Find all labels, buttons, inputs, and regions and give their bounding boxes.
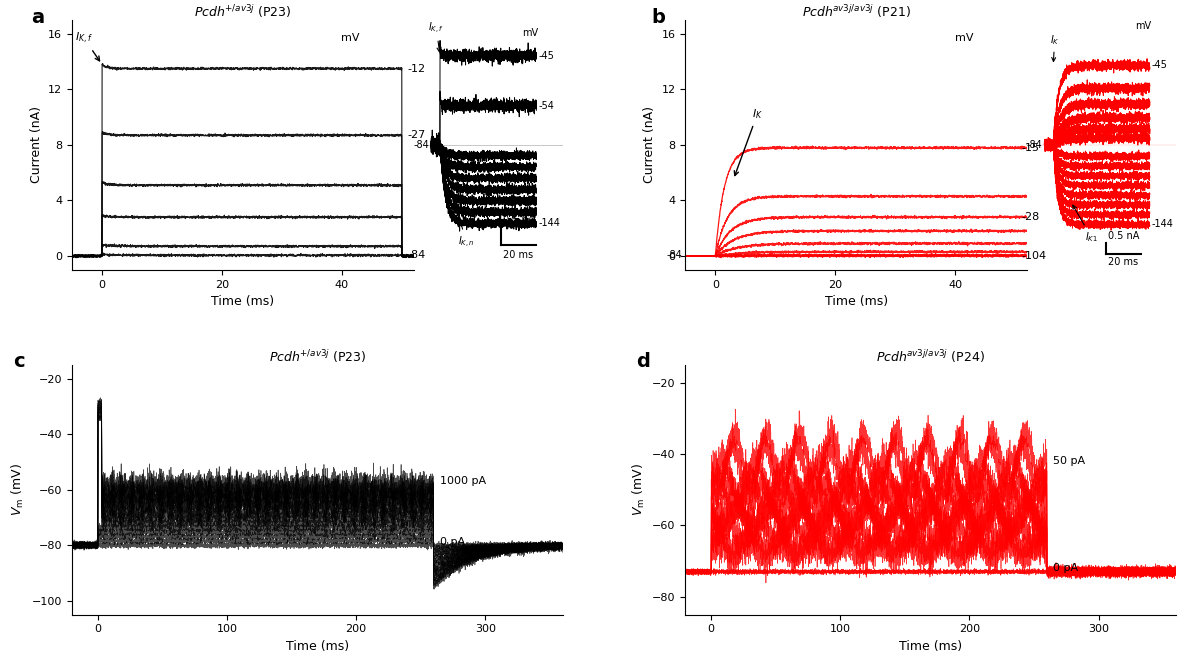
Text: 20 ms: 20 ms bbox=[1108, 257, 1138, 267]
X-axis label: Time (ms): Time (ms) bbox=[286, 640, 349, 653]
Text: -104: -104 bbox=[1021, 250, 1046, 261]
X-axis label: Time (ms): Time (ms) bbox=[899, 640, 962, 653]
Text: 20 ms: 20 ms bbox=[503, 250, 533, 261]
X-axis label: Time (ms): Time (ms) bbox=[824, 295, 888, 308]
Text: mV: mV bbox=[342, 33, 360, 43]
Text: c: c bbox=[13, 352, 25, 371]
Text: $I_{K,n}$: $I_{K,n}$ bbox=[455, 202, 474, 250]
Text: -12: -12 bbox=[408, 63, 426, 73]
Text: -84: -84 bbox=[408, 250, 426, 261]
Text: 0.5 nA: 0.5 nA bbox=[503, 215, 534, 225]
Text: b: b bbox=[652, 7, 665, 27]
Text: $I_K$: $I_K$ bbox=[1050, 33, 1060, 61]
Text: -84: -84 bbox=[666, 250, 683, 261]
Text: 0 pA: 0 pA bbox=[1054, 563, 1079, 573]
Text: 0.5 nA: 0.5 nA bbox=[1108, 231, 1139, 241]
Text: $I_K$: $I_K$ bbox=[734, 107, 763, 176]
Y-axis label: $V_\mathrm{m}$ (mV): $V_\mathrm{m}$ (mV) bbox=[630, 463, 647, 516]
Title: $\it{Pcdh}$$^{\it{+/av3j}}$ (P23): $\it{Pcdh}$$^{\it{+/av3j}}$ (P23) bbox=[194, 3, 292, 20]
Text: -144: -144 bbox=[538, 218, 560, 228]
Text: -144: -144 bbox=[1152, 219, 1174, 229]
Text: mV: mV bbox=[1135, 21, 1152, 31]
Y-axis label: $V_\mathrm{m}$ (mV): $V_\mathrm{m}$ (mV) bbox=[11, 463, 26, 516]
Text: mV: mV bbox=[522, 28, 538, 38]
Text: -28: -28 bbox=[1021, 212, 1039, 222]
Y-axis label: Current (nA): Current (nA) bbox=[643, 106, 656, 184]
Text: $I_{K,f}$: $I_{K,f}$ bbox=[428, 21, 444, 51]
Y-axis label: Current (nA): Current (nA) bbox=[30, 106, 42, 184]
Text: 0 pA: 0 pA bbox=[440, 537, 466, 547]
Text: -27: -27 bbox=[408, 130, 426, 140]
Text: -84: -84 bbox=[1027, 140, 1043, 150]
X-axis label: Time (ms): Time (ms) bbox=[211, 295, 275, 308]
Text: a: a bbox=[31, 7, 44, 27]
Text: 50 pA: 50 pA bbox=[1054, 456, 1086, 466]
Text: -54: -54 bbox=[538, 101, 554, 111]
Text: -45: -45 bbox=[538, 51, 554, 61]
Text: $I_{K1}$: $I_{K1}$ bbox=[1073, 205, 1098, 244]
Text: -84: -84 bbox=[414, 140, 430, 150]
Text: mV: mV bbox=[955, 33, 973, 43]
Text: $I_{K,f}$: $I_{K,f}$ bbox=[74, 31, 100, 61]
Text: d: d bbox=[636, 352, 650, 371]
Title: $\it{Pcdh}$$^{\it{av3j/av3j}}$ (P21): $\it{Pcdh}$$^{\it{av3j/av3j}}$ (P21) bbox=[802, 3, 911, 20]
Title: $\it{Pcdh}$$^{\it{av3j/av3j}}$ (P24): $\it{Pcdh}$$^{\it{av3j/av3j}}$ (P24) bbox=[876, 348, 985, 365]
Text: 1000 pA: 1000 pA bbox=[440, 476, 486, 486]
Text: -15: -15 bbox=[1021, 143, 1039, 153]
Title: $\it{Pcdh}$$^{\it{+/av3j}}$ (P23): $\it{Pcdh}$$^{\it{+/av3j}}$ (P23) bbox=[269, 348, 366, 365]
Text: -45: -45 bbox=[1152, 61, 1168, 70]
